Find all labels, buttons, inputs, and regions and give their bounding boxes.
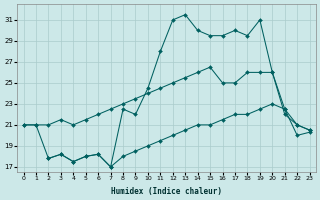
- X-axis label: Humidex (Indice chaleur): Humidex (Indice chaleur): [111, 187, 222, 196]
